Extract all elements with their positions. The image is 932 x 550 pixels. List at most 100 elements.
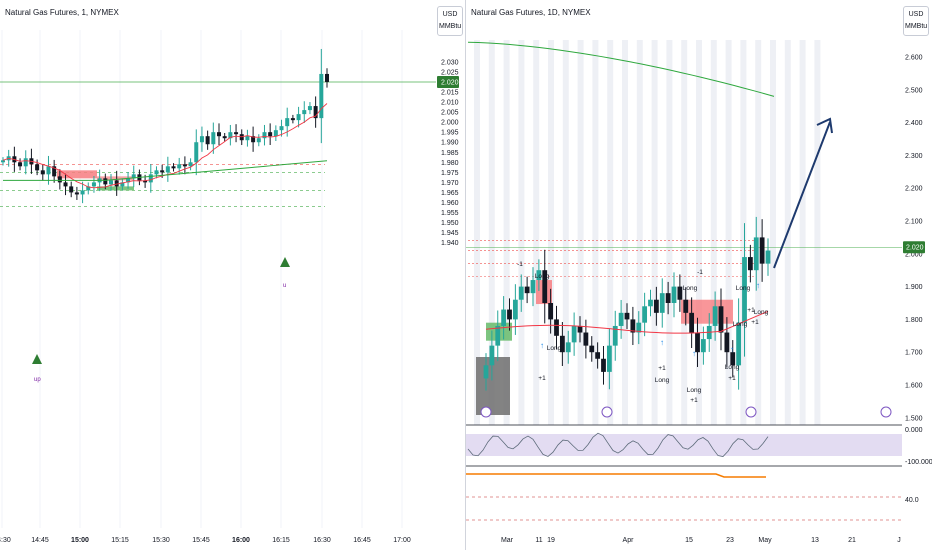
- left-x-tick-label: 14:30: [0, 537, 11, 544]
- left-candle-body: [86, 186, 91, 191]
- right-osc-label: 0.000: [905, 427, 923, 434]
- right-session-band: [592, 40, 599, 425]
- panel-divider[interactable]: [465, 0, 466, 550]
- right-y-tick-label: 1.700: [905, 350, 923, 357]
- left-candle-body: [279, 126, 284, 131]
- left-candle-body: [319, 73, 324, 119]
- right-x-tick-label: 21: [848, 537, 856, 544]
- right-candle-body: [571, 325, 577, 343]
- right-x-tick-label: 11: [535, 537, 542, 544]
- left-unit-box[interactable]: USD MMBtu: [437, 6, 463, 36]
- left-candle-body: [302, 110, 307, 115]
- right-signal-label: Long: [655, 377, 670, 384]
- left-candle-body: [245, 136, 250, 141]
- right-session-band: [533, 40, 540, 425]
- right-candle-body: [659, 293, 665, 313]
- left-ma-long-line: [3, 160, 328, 181]
- right-candle-body: [765, 250, 771, 264]
- right-x-tick-label: 15: [685, 537, 693, 544]
- left-candle-body: [69, 186, 74, 193]
- right-chart-canvas[interactable]: 2.600 2.500 2.400 2.300 2.200 2.100 2.000 1.900…: [466, 0, 932, 550]
- left-last-price-tag: [437, 75, 459, 88]
- left-candle-body: [285, 118, 290, 127]
- right-event-marker-icon: [601, 406, 613, 418]
- left-candle-body: [114, 180, 119, 187]
- right-ma200-line: [467, 41, 775, 97]
- left-unit-measure: MMBtu: [439, 23, 462, 30]
- left-candle-body: [18, 162, 23, 167]
- right-candle-body: [583, 332, 589, 346]
- right-signal-label: Long: [754, 309, 769, 316]
- left-chart-panel[interactable]: Natural Gas Futures, 1, NYMEX USD MMBtu …: [0, 0, 466, 550]
- left-chart-canvas[interactable]: 2.030 2.025 2.020 2.015 2.010 2.005 2.000 1.995…: [0, 0, 466, 550]
- left-y-tick-label: 1.965: [441, 190, 459, 197]
- left-candle-body: [262, 132, 267, 139]
- left-candle-body: [290, 118, 295, 121]
- left-y-tick-label: 2.000: [441, 120, 459, 127]
- left-candle-body: [307, 106, 312, 111]
- right-session-band: [814, 40, 821, 425]
- right-session-band: [562, 40, 569, 425]
- right-candle-body: [624, 312, 630, 320]
- right-candle-body: [742, 257, 747, 323]
- left-y-tick-label: 1.945: [441, 230, 459, 237]
- right-session-band: [577, 40, 584, 425]
- right-long-arrow-icon: ↑: [540, 341, 544, 350]
- left-candle-body: [46, 166, 51, 175]
- right-x-tick-label: May: [758, 537, 772, 544]
- right-candle-body: [665, 293, 671, 303]
- right-candle-body: [518, 286, 524, 300]
- right-candle-body: [495, 325, 501, 346]
- right-candle-body: [512, 299, 518, 320]
- right-signal-label: Long: [736, 285, 751, 292]
- right-y-tick-label: 2.100: [905, 219, 923, 226]
- right-y-tick-label: 1.600: [905, 383, 923, 390]
- left-y-tick-label: 1.985: [441, 150, 459, 157]
- right-unit-box[interactable]: USD MMBtu: [903, 6, 929, 36]
- left-y-tick-label: 2.005: [441, 110, 459, 117]
- left-u-triangle-icon: [280, 257, 290, 267]
- left-candle-body: [120, 182, 125, 187]
- left-x-tick-label: 15:00: [71, 537, 89, 544]
- right-session-band: [710, 40, 717, 425]
- left-candle-body: [188, 162, 193, 167]
- right-y-tick-label: 2.300: [905, 153, 923, 160]
- right-candle-body: [642, 306, 648, 323]
- left-candle-body: [251, 136, 256, 143]
- left-candle-body: [154, 170, 159, 175]
- right-candle-body: [736, 322, 742, 366]
- right-unit-currency: USD: [908, 11, 924, 18]
- left-candle-body: [211, 132, 216, 145]
- right-x-tick-label: 13: [811, 537, 819, 544]
- left-candle-body: [268, 132, 273, 137]
- left-up-triangle-icon: [32, 354, 42, 364]
- right-x-tick-label: J: [897, 537, 901, 544]
- right-chart-panel[interactable]: Natural Gas Futures, 1D, NYMEX USD MMBtu…: [466, 0, 932, 550]
- left-y-tick-label: 1.970: [441, 180, 459, 187]
- right-session-band: [755, 40, 762, 425]
- left-candle-body: [91, 182, 96, 187]
- right-candle-body: [653, 299, 659, 313]
- left-candle-body: [256, 138, 261, 143]
- right-signal-label: -1: [697, 269, 703, 276]
- right-supply-zone: [681, 299, 733, 324]
- right-candle-body: [671, 286, 677, 303]
- left-chart-title: Natural Gas Futures, 1, NYMEX: [5, 8, 119, 17]
- right-chart-title: Natural Gas Futures, 1D, NYMEX: [471, 8, 591, 17]
- right-arrow-head-icon: [816, 117, 833, 134]
- right-candle-body: [565, 342, 571, 353]
- right-candle-body: [483, 365, 489, 379]
- left-x-tick-label: 15:45: [192, 537, 210, 544]
- left-y-tick-label: 1.980: [441, 160, 459, 167]
- left-candle-body: [35, 164, 40, 171]
- right-signal-label: +1: [690, 397, 698, 404]
- right-candle-body: [747, 257, 753, 271]
- right-candle-body: [507, 309, 512, 320]
- right-long-arrow-icon: ↑: [756, 281, 760, 290]
- right-candle-body: [683, 299, 689, 313]
- right-session-band: [548, 40, 554, 425]
- right-signal-label: +1: [658, 365, 666, 372]
- left-candle-body: [234, 132, 239, 135]
- right-signal-label: +1: [538, 375, 546, 382]
- left-candle-body: [273, 130, 278, 137]
